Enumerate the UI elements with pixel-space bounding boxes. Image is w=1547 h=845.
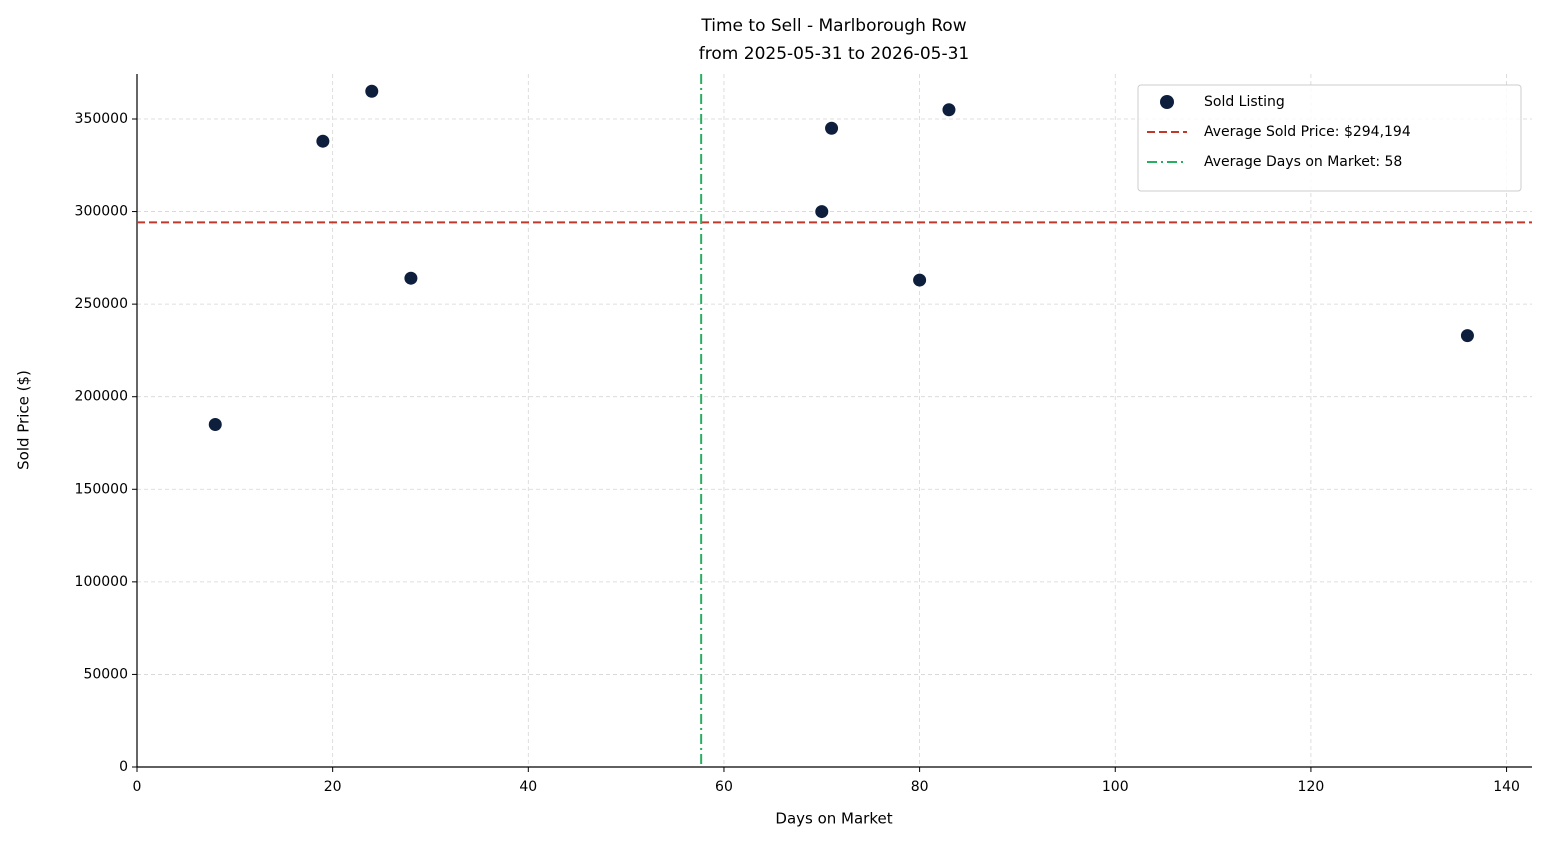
point <box>1459 328 1475 344</box>
y-tick-label: 200000 <box>75 389 128 405</box>
x-tick-label: 40 <box>519 779 537 795</box>
x-tick-label: 100 <box>1102 779 1129 795</box>
chart-subtitle: from 2025-05-31 to 2026-05-31 <box>699 44 969 64</box>
y-tick-label: 250000 <box>75 296 128 312</box>
x-axis-label: Days on Market <box>775 810 892 828</box>
y-tick-label: 150000 <box>75 481 128 497</box>
point <box>824 120 840 136</box>
point <box>814 204 830 220</box>
x-tick-label: 120 <box>1298 779 1325 795</box>
point <box>207 416 223 432</box>
y-tick-label: 350000 <box>75 111 128 127</box>
point <box>364 83 380 99</box>
legend-marker <box>1160 95 1174 109</box>
x-tick-label: 80 <box>911 779 929 795</box>
y-axis-label: Sold Price ($) <box>15 370 33 470</box>
point <box>941 102 957 118</box>
point <box>403 270 419 286</box>
y-tick-label: 50000 <box>83 666 128 682</box>
point <box>912 272 928 288</box>
x-tick-label: 60 <box>715 779 733 795</box>
point <box>315 133 331 149</box>
y-tick-label: 100000 <box>75 574 128 590</box>
y-tick-label: 0 <box>119 759 128 775</box>
legend-label: Average Days on Market: 58 <box>1204 154 1402 170</box>
x-tick-label: 140 <box>1493 779 1520 795</box>
x-tick-label: 0 <box>133 779 142 795</box>
legend-box <box>1137 84 1522 192</box>
chart-title: Time to Sell - Marlborough Row <box>700 16 966 36</box>
x-tick-label: 20 <box>324 779 342 795</box>
legend-label: Sold Listing <box>1204 94 1285 110</box>
y-tick-label: 300000 <box>75 204 128 220</box>
legend-label: Average Sold Price: $294,194 <box>1204 124 1411 140</box>
